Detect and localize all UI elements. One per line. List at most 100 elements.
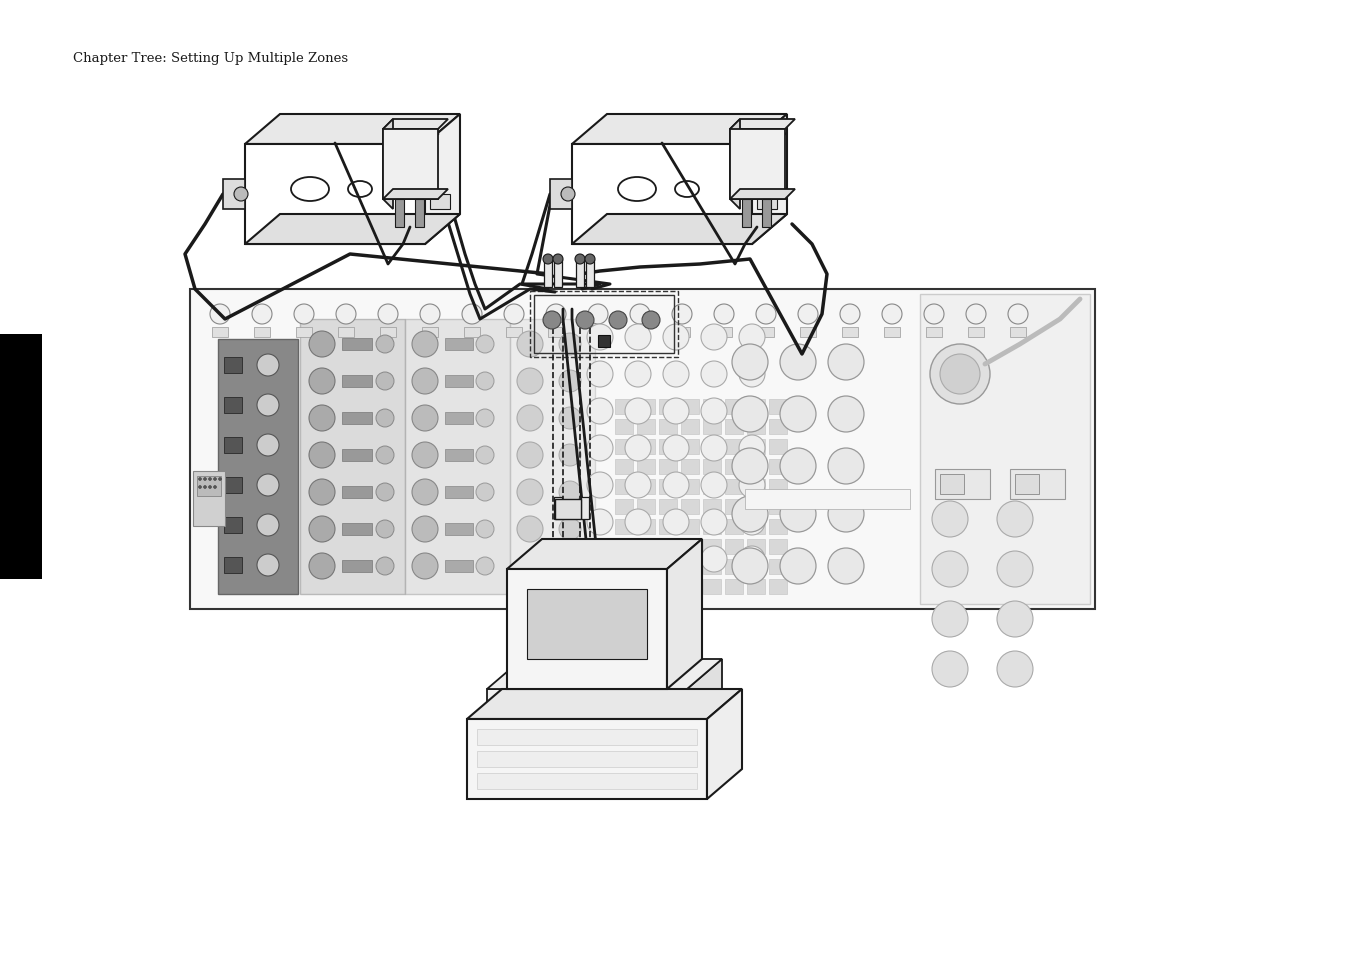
Circle shape (553, 254, 563, 265)
Bar (615, 439, 634, 455)
Polygon shape (426, 115, 459, 245)
Circle shape (199, 478, 201, 481)
Circle shape (412, 554, 438, 579)
Polygon shape (382, 120, 393, 210)
Bar (747, 499, 765, 515)
Circle shape (626, 361, 651, 388)
Bar (800, 328, 816, 337)
Polygon shape (467, 689, 742, 720)
Bar (382, 130, 438, 200)
Circle shape (701, 361, 727, 388)
Circle shape (732, 497, 767, 533)
Polygon shape (382, 190, 449, 200)
Polygon shape (571, 145, 753, 245)
Bar (444, 523, 473, 536)
Circle shape (671, 305, 692, 325)
Circle shape (586, 436, 613, 461)
Bar (703, 519, 721, 535)
Bar (549, 328, 563, 337)
Polygon shape (382, 120, 449, 130)
Bar (725, 419, 743, 435)
Polygon shape (486, 659, 721, 689)
Circle shape (476, 447, 494, 464)
Bar (681, 499, 698, 515)
Bar (703, 479, 721, 495)
Bar (615, 459, 634, 475)
Bar (769, 479, 788, 495)
Bar (638, 579, 655, 595)
Circle shape (739, 361, 765, 388)
Bar (615, 499, 634, 515)
Circle shape (997, 601, 1034, 638)
Bar (444, 338, 473, 351)
Bar (581, 497, 589, 519)
Circle shape (997, 501, 1034, 537)
Circle shape (828, 548, 865, 584)
Bar (716, 328, 732, 337)
Circle shape (966, 305, 986, 325)
Circle shape (576, 254, 585, 265)
Bar (742, 200, 751, 228)
Bar (725, 499, 743, 515)
Circle shape (376, 520, 394, 538)
Bar (638, 499, 655, 515)
Bar (463, 328, 480, 337)
Bar (703, 439, 721, 455)
Polygon shape (507, 569, 667, 689)
Circle shape (663, 510, 689, 536)
Polygon shape (486, 689, 688, 720)
Circle shape (257, 435, 280, 456)
Circle shape (828, 396, 865, 433)
Circle shape (663, 473, 689, 498)
Bar (703, 399, 721, 415)
Circle shape (376, 335, 394, 354)
Circle shape (559, 334, 581, 355)
Circle shape (739, 398, 765, 424)
Circle shape (663, 436, 689, 461)
Circle shape (517, 369, 543, 395)
Bar (638, 479, 655, 495)
Polygon shape (753, 115, 788, 245)
Circle shape (732, 396, 767, 433)
Circle shape (208, 478, 212, 481)
Bar (659, 479, 677, 495)
Circle shape (626, 546, 651, 573)
Bar (615, 559, 634, 575)
Circle shape (559, 556, 581, 578)
Bar (747, 579, 765, 595)
Bar (935, 470, 990, 499)
Circle shape (412, 442, 438, 469)
Bar (725, 579, 743, 595)
Bar (527, 589, 647, 659)
Circle shape (780, 548, 816, 584)
Bar (659, 459, 677, 475)
Bar (638, 419, 655, 435)
Circle shape (257, 475, 280, 497)
Bar (224, 357, 242, 374)
Bar (659, 439, 677, 455)
Bar (638, 539, 655, 555)
Bar (554, 260, 562, 288)
Circle shape (257, 555, 280, 577)
Circle shape (940, 355, 979, 395)
Bar (638, 399, 655, 415)
Bar (1011, 470, 1065, 499)
Circle shape (295, 305, 313, 325)
Circle shape (585, 254, 594, 265)
Bar (842, 328, 858, 337)
Bar (969, 328, 984, 337)
Bar (615, 539, 634, 555)
Circle shape (663, 361, 689, 388)
Bar (769, 579, 788, 595)
Bar (659, 499, 677, 515)
Bar (632, 328, 648, 337)
Circle shape (257, 355, 280, 376)
Bar (681, 459, 698, 475)
Bar (725, 399, 743, 415)
Circle shape (213, 478, 216, 481)
Bar (747, 539, 765, 555)
Bar (703, 459, 721, 475)
Bar (681, 439, 698, 455)
Circle shape (561, 188, 576, 202)
Bar (769, 459, 788, 475)
